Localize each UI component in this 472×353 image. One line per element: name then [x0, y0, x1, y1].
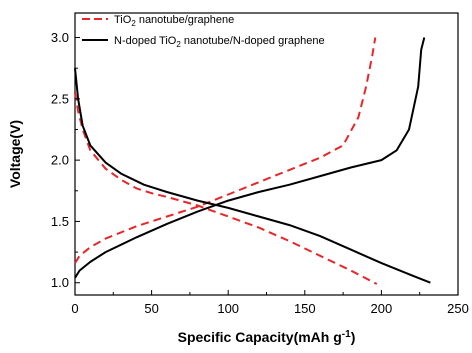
series-2-discharge-line — [74, 68, 431, 284]
legend-label-2: N-doped TiO2 nanotube/N-doped graphene — [114, 35, 325, 49]
y-tick-label: 3.0 — [51, 30, 69, 45]
series-layer — [74, 37, 431, 285]
x-axis-title-sup: -1 — [342, 329, 351, 340]
legend-label-1: TiO2 nanotube/graphene — [114, 14, 234, 28]
x-tick-label: 200 — [371, 301, 393, 316]
x-axis: 0 50 100 150 200 250 — [71, 290, 469, 316]
x-tick-label: 100 — [217, 301, 239, 316]
series-2-charge-line — [74, 37, 426, 279]
plot-area — [74, 12, 459, 296]
x-axis-title: Specific Capacity(mAh g-1) — [178, 329, 356, 346]
y-axis: 1.0 1.5 2.0 2.5 3.0 — [51, 30, 80, 290]
series-1-discharge-line — [74, 92, 378, 285]
y-axis-title: Voltage(V) — [7, 120, 23, 188]
x-tick-label: 150 — [294, 301, 316, 316]
y-tick-label: 1.0 — [51, 275, 69, 290]
legend: TiO2 nanotube/graphene N-doped TiO2 nanot… — [82, 14, 325, 49]
x-tick-label: 0 — [71, 301, 78, 316]
x-tick-label: 50 — [144, 301, 158, 316]
y-tick-label: 2.5 — [51, 91, 69, 106]
y-tick-label: 1.5 — [51, 214, 69, 229]
x-axis-title-main: Specific Capacity(mAh g — [178, 329, 342, 345]
x-axis-title-tail: ) — [351, 329, 356, 345]
series-1-charge-line — [74, 37, 377, 264]
plot-frame — [74, 12, 459, 296]
x-tick-label: 250 — [447, 301, 469, 316]
y-tick-label: 2.0 — [51, 153, 69, 168]
